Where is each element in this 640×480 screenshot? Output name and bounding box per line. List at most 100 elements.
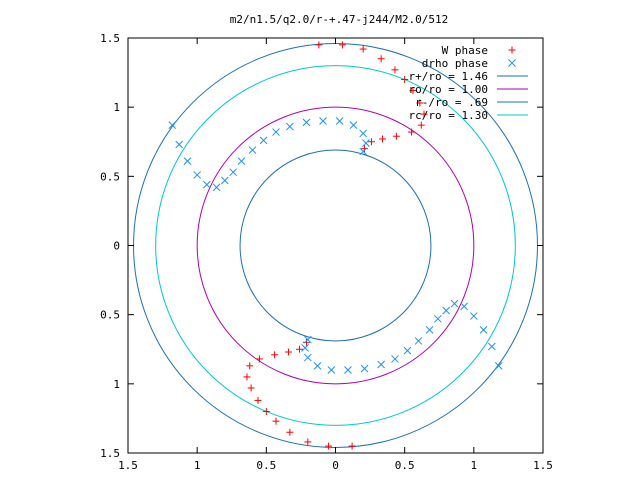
data-point-series-1: [301, 344, 309, 352]
data-point-series-1: [442, 306, 451, 315]
data-point-series-1: [259, 136, 268, 145]
circle-series-5: [155, 65, 516, 426]
data-point-series-1: [313, 361, 322, 370]
x-tick-label: 0: [332, 459, 339, 472]
data-point-series-0: [247, 384, 255, 392]
data-point-series-1: [327, 366, 336, 374]
data-point-series-0: [377, 55, 385, 63]
y-tick-label: 0: [113, 240, 120, 253]
legend-marker: [508, 59, 516, 67]
data-point-series-1: [414, 337, 423, 345]
data-point-series-0: [325, 442, 333, 450]
y-tick-label: 0.5: [100, 309, 120, 322]
data-point-series-1: [344, 366, 352, 374]
data-point-series-1: [460, 302, 469, 311]
data-point-series-1: [212, 183, 221, 192]
data-point-series-1: [425, 326, 434, 334]
data-point-series-0: [361, 145, 369, 153]
data-points: [168, 41, 503, 450]
x-tick-label: 0.5: [395, 459, 415, 472]
data-point-series-1: [487, 342, 496, 351]
data-point-series-0: [302, 338, 310, 346]
data-point-series-0: [304, 438, 312, 446]
data-point-series-0: [392, 132, 400, 140]
data-point-series-1: [450, 299, 459, 308]
data-point-series-0: [348, 442, 356, 450]
y-tick-label: 0.5: [100, 170, 120, 183]
data-point-series-1: [360, 364, 369, 373]
data-point-series-0: [416, 99, 424, 107]
data-point-series-1: [285, 122, 294, 131]
data-point-series-0: [243, 373, 251, 381]
legend-label: ro/ro = 1.00: [409, 83, 488, 96]
data-point-series-0: [286, 428, 294, 436]
data-point-series-0: [262, 408, 270, 415]
data-point-series-1: [303, 353, 312, 362]
x-tick-label: 1.5: [533, 459, 553, 472]
data-point-series-0: [391, 66, 399, 74]
x-tick-label: 1: [194, 459, 201, 472]
legend-marker: [508, 46, 516, 54]
data-point-series-1: [229, 168, 237, 177]
data-point-series-1: [237, 157, 246, 165]
legend-label: drho phase: [422, 57, 488, 70]
data-point-series-1: [359, 147, 368, 156]
x-tick-label: 1.5: [118, 459, 138, 472]
data-point-series-0: [401, 76, 409, 83]
data-point-series-1: [220, 176, 229, 185]
x-tick-label: 1: [471, 459, 478, 472]
data-point-series-0: [272, 417, 280, 425]
legend-label: r+/ro = 1.46: [409, 70, 488, 83]
data-point-series-1: [359, 129, 368, 138]
data-point-series-1: [335, 117, 344, 125]
legend-label: rc/ro = 1.30: [409, 109, 488, 122]
chart-title: m2/n1.5/q2.0/r-+.47-j244/M2.0/512: [230, 13, 449, 26]
data-point-series-0: [296, 345, 304, 353]
data-point-series-0: [417, 121, 425, 129]
x-tick-label: 0.5: [256, 459, 276, 472]
data-point-series-1: [303, 335, 312, 344]
data-point-series-0: [379, 135, 387, 143]
data-point-series-1: [479, 326, 488, 334]
data-point-series-0: [255, 355, 263, 363]
data-point-series-1: [362, 139, 370, 147]
data-point-series-0: [359, 45, 367, 53]
circle-series-3: [196, 106, 475, 385]
data-point-series-1: [349, 121, 358, 130]
axis-ticks: 1.5 1 0.5 0 0.5 1 1.51.510.500.511.5: [100, 32, 553, 472]
data-point-series-1: [183, 157, 192, 165]
circle-series-4: [239, 149, 432, 342]
data-point-series-1: [175, 140, 184, 149]
y-tick-label: 1: [113, 378, 120, 391]
data-point-series-1: [302, 118, 311, 127]
data-point-series-1: [434, 314, 442, 323]
data-point-series-1: [469, 312, 478, 320]
legend-label: W phase: [442, 44, 488, 57]
data-point-series-1: [272, 128, 280, 136]
legend-label: r-/ro = .69: [415, 96, 488, 109]
data-point-series-1: [202, 180, 211, 189]
data-point-series-0: [254, 396, 262, 404]
y-tick-label: 1: [113, 101, 120, 114]
y-tick-label: 1.5: [100, 32, 120, 45]
data-point-series-0: [408, 128, 416, 136]
data-point-series-0: [409, 87, 417, 95]
data-point-series-1: [377, 360, 386, 369]
data-point-series-0: [246, 362, 254, 370]
data-point-series-1: [494, 361, 503, 370]
data-point-series-0: [315, 41, 323, 49]
data-point-series-0: [367, 138, 375, 146]
y-tick-label: 1.5: [100, 447, 120, 460]
data-point-series-1: [248, 146, 257, 154]
data-point-series-0: [338, 41, 346, 49]
data-point-series-0: [284, 348, 292, 356]
data-point-series-1: [168, 121, 177, 130]
data-point-series-1: [391, 355, 399, 363]
data-point-series-0: [271, 351, 279, 359]
data-point-series-1: [193, 171, 202, 179]
data-point-series-1: [403, 346, 412, 355]
data-point-series-1: [319, 117, 327, 125]
data-point-series-0: [420, 110, 428, 118]
